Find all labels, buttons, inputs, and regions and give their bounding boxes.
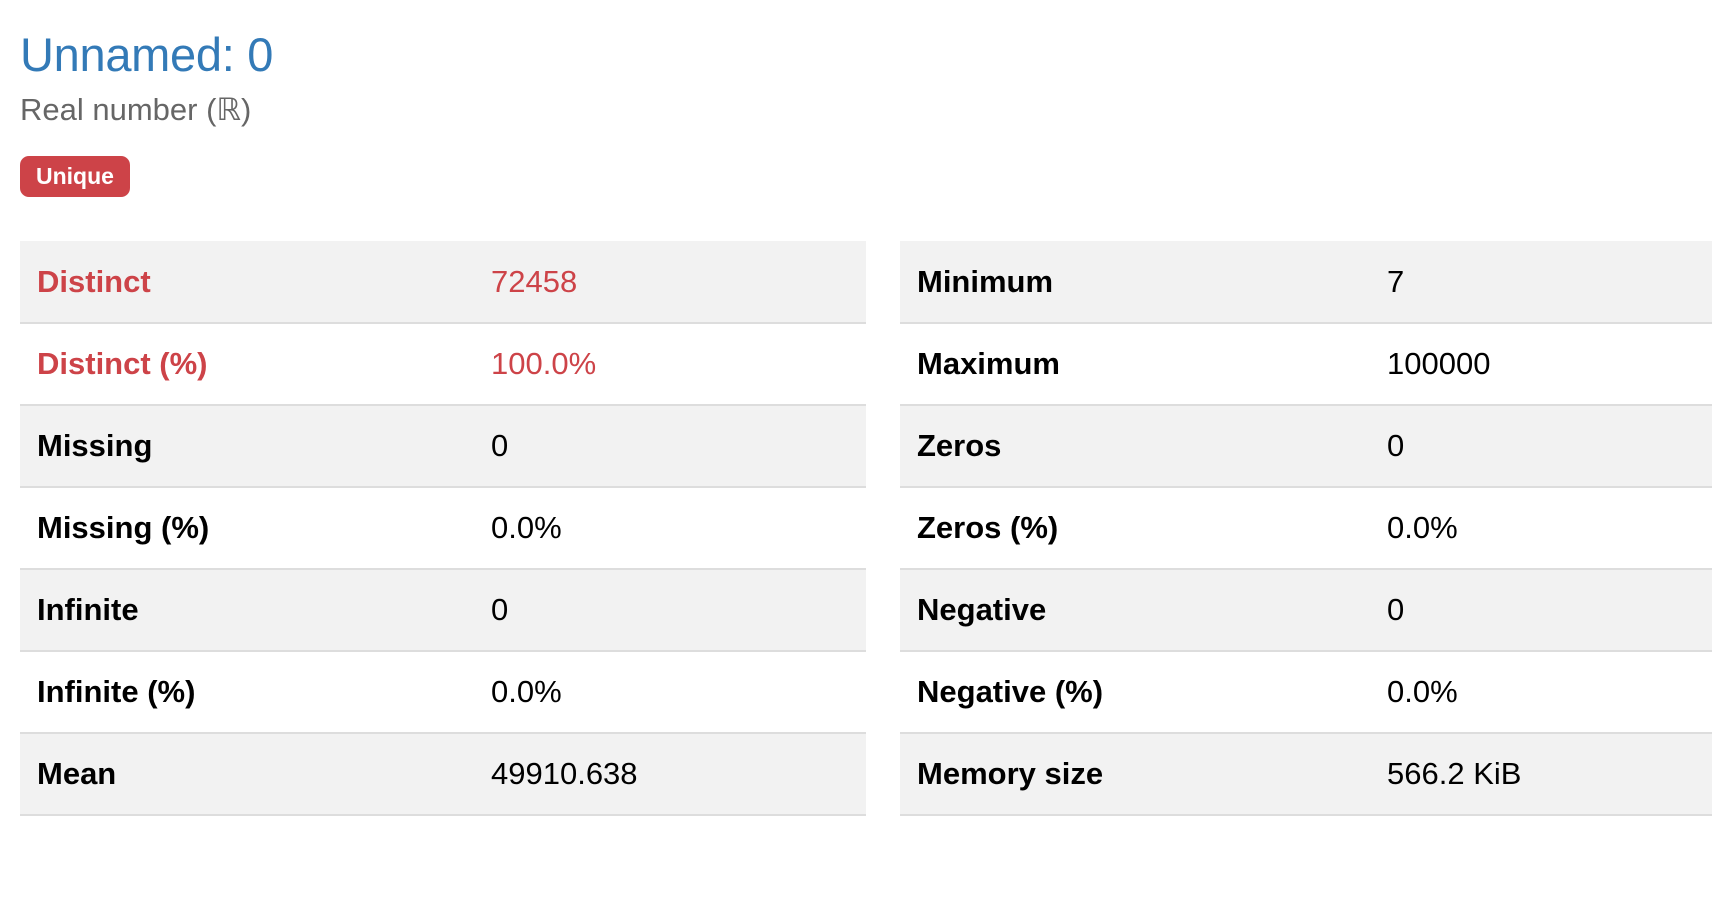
- table-row: Missing 0: [20, 405, 866, 488]
- variable-name-link[interactable]: Unnamed: 0: [20, 28, 274, 81]
- table-row: Zeros 0: [900, 405, 1712, 488]
- stat-value: 566.2 KiB: [1370, 733, 1712, 816]
- stat-value: 0.0%: [1370, 487, 1712, 570]
- stats-table-right: Minimum 7 Maximum 100000 Zeros 0 Zeros (…: [900, 241, 1712, 816]
- stat-value: 0.0%: [1370, 651, 1712, 734]
- stat-label: Missing (%): [20, 487, 474, 570]
- table-row: Missing (%) 0.0%: [20, 487, 866, 570]
- variable-header: Unnamed: 0 Real number (ℝ) Unique: [20, 26, 273, 197]
- stat-value: 0: [474, 569, 866, 652]
- stat-label: Zeros (%): [900, 487, 1370, 570]
- table-row: Minimum 7: [900, 241, 1712, 324]
- stat-label: Distinct: [20, 241, 474, 324]
- stat-label: Minimum: [900, 241, 1370, 324]
- table-row: Mean 49910.638: [20, 733, 866, 816]
- stat-label: Missing: [20, 405, 474, 488]
- stat-label: Maximum: [900, 323, 1370, 406]
- stat-value: 100000: [1370, 323, 1712, 406]
- stat-value: 7: [1370, 241, 1712, 324]
- table-row: Distinct 72458: [20, 241, 866, 324]
- stat-value: 49910.638: [474, 733, 866, 816]
- stat-label: Infinite: [20, 569, 474, 652]
- stat-label: Negative: [900, 569, 1370, 652]
- stat-value: 72458: [474, 241, 866, 324]
- table-row: Infinite 0: [20, 569, 866, 652]
- stat-label: Infinite (%): [20, 651, 474, 734]
- stat-label: Memory size: [900, 733, 1370, 816]
- stat-label: Distinct (%): [20, 323, 474, 406]
- stat-label: Negative (%): [900, 651, 1370, 734]
- stat-label: Mean: [20, 733, 474, 816]
- variable-type: Real number (ℝ): [20, 92, 252, 127]
- table-row: Negative 0: [900, 569, 1712, 652]
- stats-table-left: Distinct 72458 Distinct (%) 100.0% Missi…: [20, 241, 866, 816]
- stat-value: 0.0%: [474, 487, 866, 570]
- stat-value: 0.0%: [474, 651, 866, 734]
- table-row: Infinite (%) 0.0%: [20, 651, 866, 734]
- stat-label: Zeros: [900, 405, 1370, 488]
- table-row: Distinct (%) 100.0%: [20, 323, 866, 406]
- stat-value: 0: [474, 405, 866, 488]
- table-row: Negative (%) 0.0%: [900, 651, 1712, 734]
- stat-value: 100.0%: [474, 323, 866, 406]
- table-row: Memory size 566.2 KiB: [900, 733, 1712, 816]
- table-row: Maximum 100000: [900, 323, 1712, 406]
- stat-value: 0: [1370, 569, 1712, 652]
- unique-badge: Unique: [20, 156, 130, 197]
- table-row: Zeros (%) 0.0%: [900, 487, 1712, 570]
- stat-value: 0: [1370, 405, 1712, 488]
